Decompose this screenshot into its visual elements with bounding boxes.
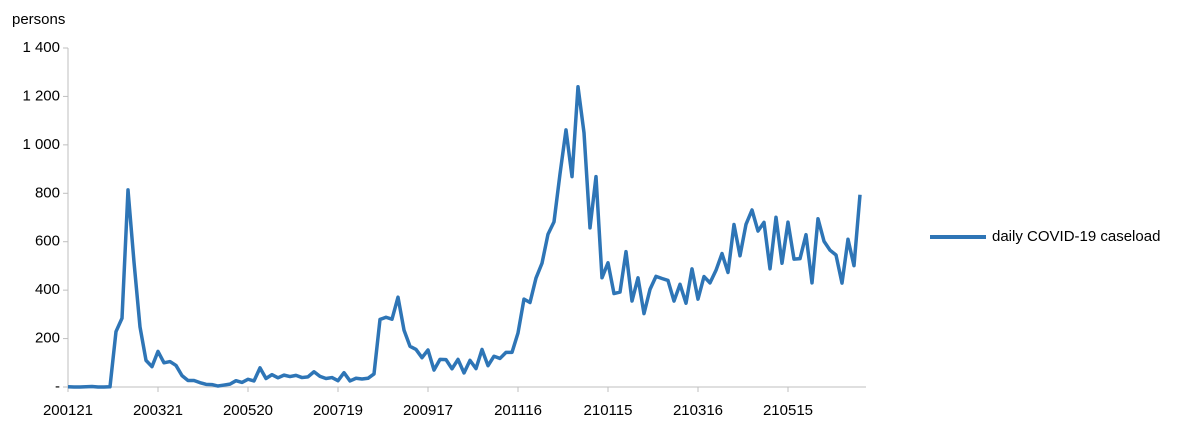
x-tick-label: 200917	[403, 402, 453, 419]
y-tick-label: 1 400	[22, 39, 60, 56]
y-tick-label: 1 000	[22, 136, 60, 153]
x-tick-label: 210316	[673, 402, 723, 419]
x-tick-label: 200321	[133, 402, 183, 419]
x-tick-label: 210115	[584, 402, 633, 419]
x-tick-label: 201116	[494, 402, 542, 419]
y-tick-label: 600	[35, 233, 60, 250]
x-tick-label: 210515	[763, 402, 813, 419]
y-axis-label: persons	[12, 11, 65, 28]
x-tick-label: 200520	[223, 402, 273, 419]
x-tick-label: 200121	[43, 402, 93, 419]
y-tick-label: 400	[35, 281, 60, 298]
y-tick-label: 1 200	[22, 87, 60, 104]
y-tick-label: 200	[35, 330, 60, 347]
legend-label: daily COVID-19 caseload	[992, 228, 1160, 245]
data-line	[67, 84, 862, 389]
y-tick-label: 800	[35, 184, 60, 201]
y-tick-label: -	[55, 378, 60, 395]
x-tick-label: 200719	[313, 402, 363, 419]
